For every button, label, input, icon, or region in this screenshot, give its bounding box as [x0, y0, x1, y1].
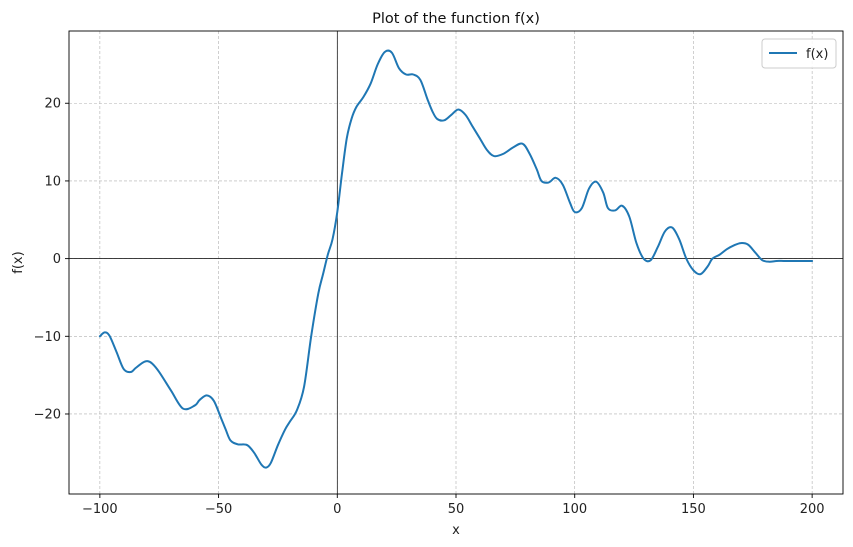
- x-tick-label-3: 50: [448, 502, 465, 517]
- x-tick-label-4: 100: [562, 502, 587, 517]
- legend-box: [761, 38, 837, 69]
- x-tick-label-2: 0: [333, 502, 341, 517]
- legend-entry-label: f(x): [806, 47, 828, 62]
- x-tick-label-5: 150: [681, 502, 706, 517]
- legend: f(x): [761, 38, 837, 69]
- series-layer: [98, 49, 814, 469]
- x-axis-label: x: [452, 523, 460, 538]
- x-axis: −100 −50 0 50 100 150 200: [82, 494, 825, 517]
- y-axis: −20 −10 0 10 20: [34, 97, 69, 422]
- x-tick-label-6: 200: [800, 502, 825, 517]
- x-tick-label-0: −100: [82, 502, 118, 517]
- y-tick-label-0: −20: [34, 407, 61, 422]
- y-tick-label-3: 10: [44, 174, 61, 189]
- y-axis-label: f(x): [11, 251, 26, 273]
- x-tick-label-1: −50: [205, 502, 232, 517]
- chart-title: Plot of the function f(x): [372, 11, 540, 27]
- y-tick-label-4: 20: [44, 97, 61, 112]
- y-tick-label-2: 0: [53, 252, 61, 267]
- y-tick-label-1: −10: [34, 330, 61, 345]
- series-line-0: [98, 49, 814, 469]
